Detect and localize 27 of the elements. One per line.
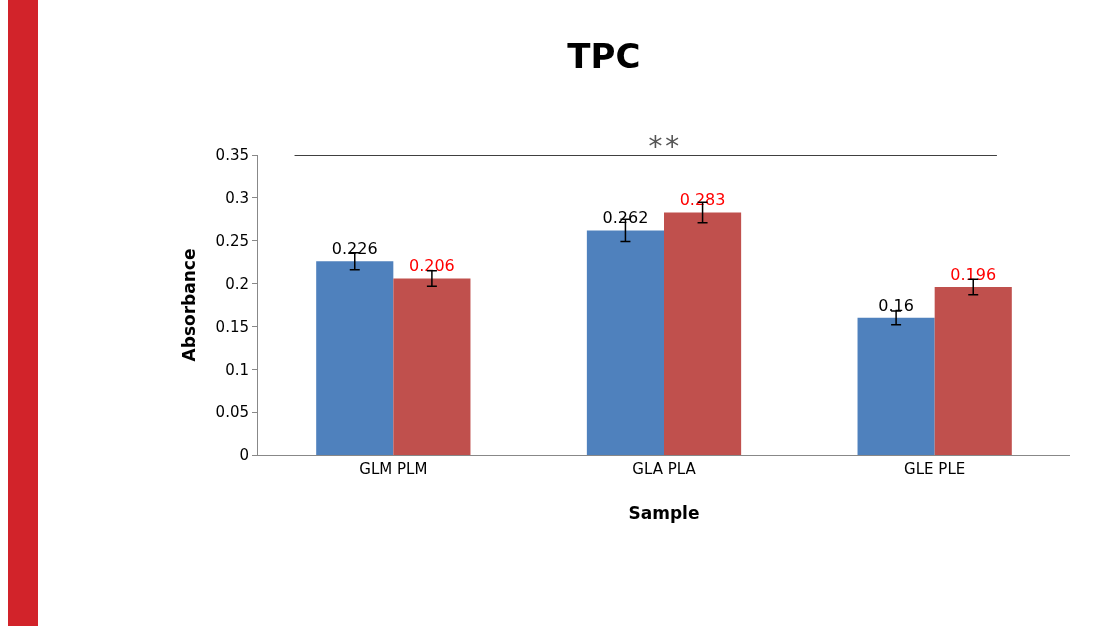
bar	[664, 212, 742, 455]
data-label: 0.283	[679, 190, 726, 210]
y-tick-label: 0.05	[215, 403, 249, 422]
y-tick-label: 0.25	[215, 231, 249, 250]
y-tick-label: 0.3	[225, 189, 249, 208]
data-label: 0.16	[878, 295, 914, 315]
y-tick-label: 0.35	[215, 146, 249, 165]
data-label: 0.196	[950, 265, 997, 284]
x-tick-label: GLM PLM	[359, 460, 428, 478]
annotation: **	[647, 130, 681, 163]
chart-title: TPC	[567, 35, 641, 76]
y-axis-title: Absorbance	[179, 248, 200, 362]
bar	[393, 278, 471, 455]
bar	[586, 230, 664, 455]
y-tick-label: 0.1	[225, 360, 249, 379]
data-label: 0.262	[602, 208, 649, 228]
y-tick-label: 0	[239, 446, 249, 465]
bar	[857, 317, 935, 455]
bar	[316, 261, 394, 455]
y-tick-label: 0.2	[225, 274, 249, 293]
x-axis-title: Sample	[628, 503, 700, 524]
data-label: 0.206	[408, 256, 455, 276]
y-tick-label: 0.15	[215, 317, 249, 336]
x-tick-label: GLA PLA	[632, 460, 697, 478]
x-tick-label: GLE PLE	[904, 460, 966, 478]
bar	[934, 287, 1012, 455]
data-label: 0.226	[331, 239, 378, 259]
